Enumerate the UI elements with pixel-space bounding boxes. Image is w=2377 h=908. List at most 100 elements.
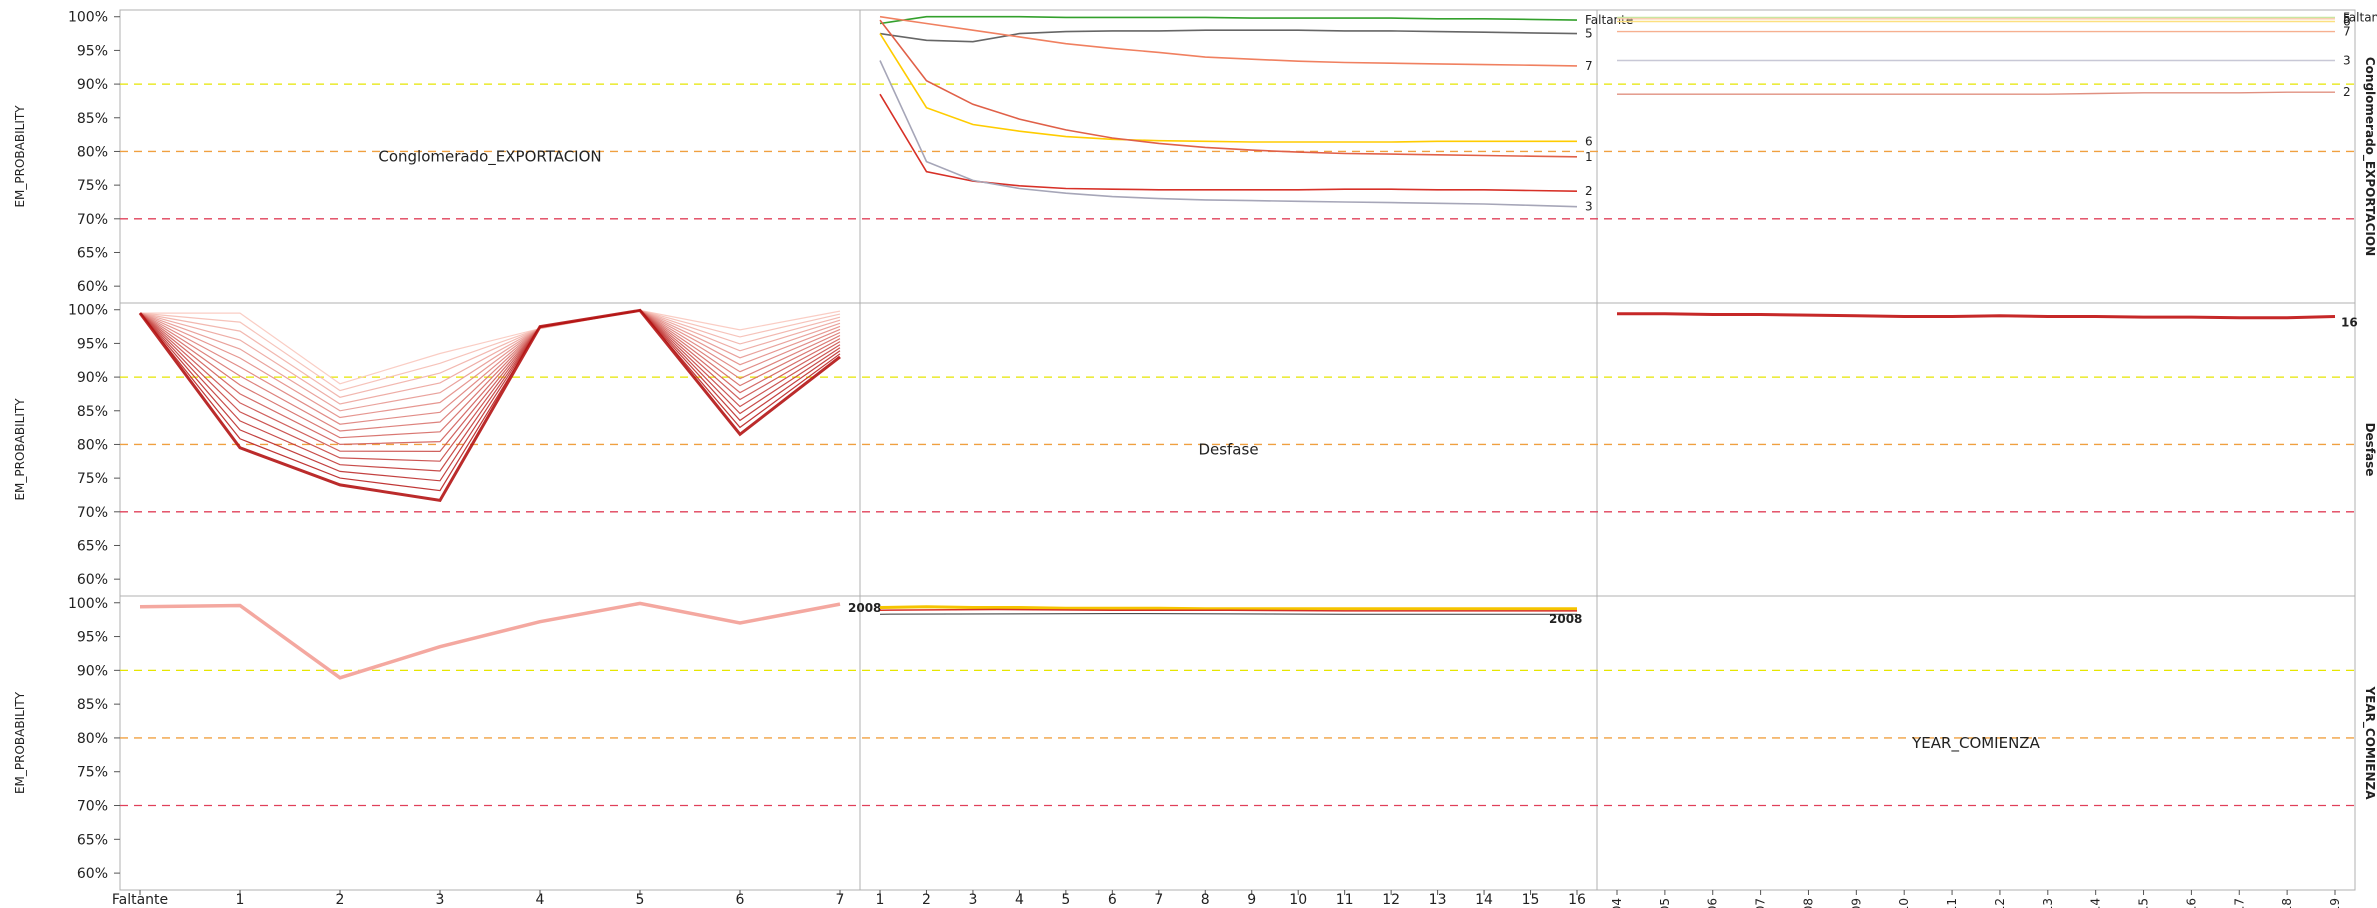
series-label: 5 xyxy=(1585,27,1593,41)
y-tick-label: 95% xyxy=(77,43,108,59)
panel-frame-r0c1 xyxy=(859,9,1598,304)
y-tick-label: 80% xyxy=(77,731,108,747)
y-tick-label: 65% xyxy=(77,832,108,848)
row-label: YEAR_COMIENZA xyxy=(2362,685,2377,800)
y-tick-label: 85% xyxy=(77,111,108,127)
series-label: Faltante xyxy=(2343,10,2377,24)
series-line-5 xyxy=(879,29,1578,43)
x-tick-label: 10 xyxy=(1289,892,1307,908)
x-tick-label: 11 xyxy=(1336,892,1354,908)
desfase-level-line xyxy=(139,309,841,412)
desfase-level-line xyxy=(139,309,841,453)
desfase-level-line xyxy=(139,309,841,439)
desfase-level-line xyxy=(139,309,841,446)
series-label: 6 xyxy=(2343,14,2351,28)
x-tick-label: 5 xyxy=(1061,892,1070,908)
x-tick-label: 2 xyxy=(336,892,345,908)
series-line-2 xyxy=(1617,91,2335,95)
series-label: 2008 xyxy=(848,601,881,615)
y-tick-label: 70% xyxy=(77,799,108,815)
desfase-level-line xyxy=(139,309,841,432)
x-tick-label: 2011 xyxy=(1945,898,1959,908)
x-tick-label: 1 xyxy=(236,892,245,908)
y-tick-label: 80% xyxy=(77,144,108,160)
desfase-level-line xyxy=(139,309,841,392)
y-tick-label: 100% xyxy=(68,10,108,26)
series-label: 2 xyxy=(2343,85,2351,99)
panel-frame-r1c0 xyxy=(119,302,861,597)
y-tick-label: 75% xyxy=(77,178,108,194)
desfase-level-line xyxy=(139,309,841,462)
x-tick-label: 2004 xyxy=(1610,898,1624,908)
row-label: Desfase xyxy=(2363,423,2377,477)
series-line-3 xyxy=(879,60,1578,208)
x-tick-label: 2 xyxy=(922,892,931,908)
series-line-2 xyxy=(879,93,1578,192)
y-tick-label: 85% xyxy=(77,404,108,420)
x-tick-label: 13 xyxy=(1429,892,1447,908)
year-over-desfase-line xyxy=(879,608,1577,612)
series-line-Faltante xyxy=(879,15,1578,25)
y-tick-label: 60% xyxy=(77,279,108,295)
panel-frame-r1c2 xyxy=(1596,302,2356,597)
series-label: 7 xyxy=(1585,59,1593,73)
y-tick-label: 65% xyxy=(77,245,108,261)
year-over-desfase-line xyxy=(879,613,1577,615)
x-tick-label: 5 xyxy=(636,892,645,908)
x-tick-label: 9 xyxy=(1247,892,1256,908)
series-label: 7 xyxy=(2343,25,2351,39)
desfase-level-line xyxy=(139,309,841,492)
x-tick-label: 15 xyxy=(1522,892,1540,908)
series-label: 16 xyxy=(2341,315,2358,329)
panel-frame-r2c1 xyxy=(859,595,1598,891)
desfase-level-line xyxy=(139,309,841,419)
x-tick-label: 4 xyxy=(536,892,545,908)
series-label: 2008 xyxy=(1549,612,1582,626)
desfase-level-line xyxy=(139,309,841,425)
x-tick-label: 2006 xyxy=(1706,898,1720,908)
y-axis-title: EM_PROBABILITY xyxy=(13,691,27,794)
y-tick-label: 90% xyxy=(77,77,108,93)
y-tick-label: 60% xyxy=(77,572,108,588)
x-tick-label: 14 xyxy=(1475,892,1493,908)
x-tick-label: 3 xyxy=(436,892,445,908)
panel-frame-r2c0 xyxy=(119,595,861,891)
y-tick-label: 60% xyxy=(77,866,108,882)
y-axis-title: EM_PROBABILITY xyxy=(13,105,27,208)
desfase-year-line xyxy=(1617,312,2336,320)
y-tick-label: 85% xyxy=(77,697,108,713)
y-tick-label: 100% xyxy=(68,303,108,319)
x-tick-label: 2018 xyxy=(2280,898,2294,908)
x-tick-label: 7 xyxy=(1154,892,1163,908)
x-tick-label: 16 xyxy=(1568,892,1586,908)
desfase-level-line xyxy=(139,309,841,482)
x-tick-label: 2013 xyxy=(2041,898,2055,908)
series-label: 5 xyxy=(2343,12,2351,26)
x-tick-label: 8 xyxy=(1201,892,1210,908)
x-tick-label: 2010 xyxy=(1897,898,1911,908)
series-label: 2 xyxy=(1585,184,1593,198)
x-tick-label: 1 xyxy=(876,892,885,908)
y-tick-label: 90% xyxy=(77,663,108,679)
y-tick-label: 90% xyxy=(77,370,108,386)
x-tick-label: 2005 xyxy=(1658,898,1672,908)
x-tick-label: 2008 xyxy=(1801,898,1815,908)
x-tick-label: 2015 xyxy=(2137,898,2151,908)
desfase-level-line xyxy=(140,309,841,385)
year-over-conglomerado-line xyxy=(139,601,841,680)
y-tick-label: 70% xyxy=(77,505,108,521)
diagonal-label: Conglomerado_EXPORTACION xyxy=(378,148,601,167)
desfase-level-line xyxy=(138,308,841,503)
x-tick-label: Faltante xyxy=(112,892,168,908)
x-tick-label: 6 xyxy=(1108,892,1117,908)
x-tick-label: 2007 xyxy=(1754,898,1768,908)
y-tick-label: 70% xyxy=(77,212,108,228)
x-tick-label: 2012 xyxy=(1993,898,2007,908)
y-axis-title: EM_PROBABILITY xyxy=(13,398,27,501)
x-tick-label: 2019 xyxy=(2328,898,2342,908)
desfase-level-line xyxy=(139,309,841,472)
series-label: 3 xyxy=(2343,54,2351,68)
x-tick-label: 3 xyxy=(968,892,977,908)
y-tick-label: 95% xyxy=(77,630,108,646)
